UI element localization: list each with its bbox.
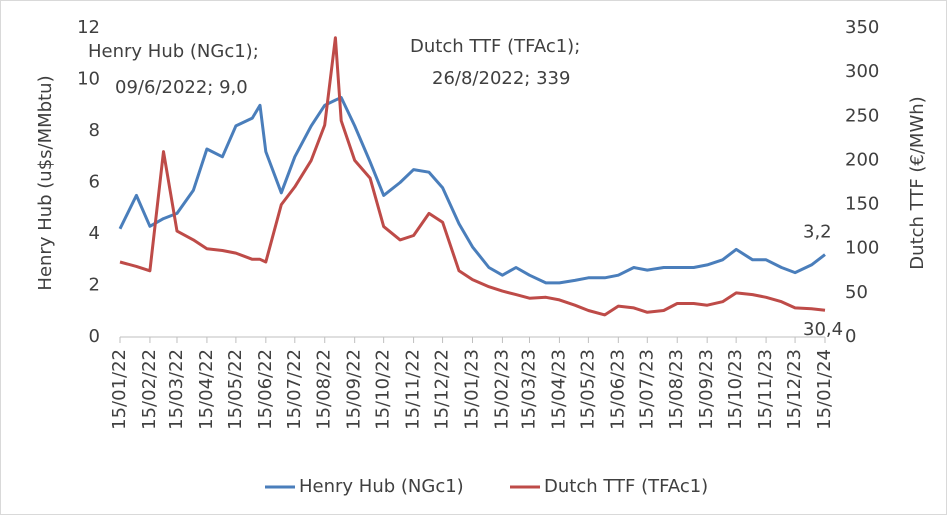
- annotation: Dutch TTF (TFAc1);: [410, 36, 580, 57]
- x-tick-label: 15/05/23: [577, 349, 598, 430]
- legend-label: Dutch TTF (TFAc1): [544, 476, 708, 497]
- x-tick-label: 15/09/23: [696, 349, 717, 430]
- annotation: 26/8/2022; 339: [432, 68, 570, 89]
- x-tick-label: 15/05/22: [225, 349, 246, 430]
- y2-axis-label: Dutch TTF (€/MWh): [907, 96, 928, 269]
- y-tick-label: 0: [89, 326, 100, 347]
- x-tick-label: 15/04/23: [548, 349, 569, 430]
- y-tick-label: 8: [89, 120, 100, 141]
- x-tick-label: 15/12/23: [784, 349, 805, 430]
- x-tick-label: 15/02/23: [491, 349, 512, 430]
- y2-tick-label: 50: [845, 282, 868, 303]
- x-tick-label: 15/03/23: [518, 349, 539, 430]
- x-tick-label: 15/07/23: [636, 349, 657, 430]
- y-tick-label: 6: [89, 172, 100, 193]
- y-tick-label: 10: [77, 69, 100, 90]
- x-tick-label: 15/09/22: [344, 349, 365, 430]
- x-tick-label: 15/11/22: [403, 349, 424, 430]
- x-tick-label: 15/03/22: [166, 349, 187, 430]
- x-tick-label: 15/08/22: [314, 349, 335, 430]
- data-label: 3,2: [803, 222, 832, 243]
- x-tick-label: 15/04/22: [196, 349, 217, 430]
- y2-tick-label: 250: [845, 105, 879, 126]
- y2-tick-label: 300: [845, 61, 879, 82]
- y2-tick-label: 150: [845, 194, 879, 215]
- series-line: [119, 36, 826, 317]
- y2-tick-label: 350: [845, 17, 879, 38]
- annotation: Henry Hub (NGc1);: [88, 41, 259, 62]
- x-tick-label: 15/01/22: [109, 349, 130, 430]
- data-label: 30,4: [803, 319, 843, 340]
- x-tick-label: 15/06/23: [607, 349, 628, 430]
- x-tick-label: 15/01/23: [462, 349, 483, 430]
- x-tick-label: 15/11/23: [755, 349, 776, 430]
- x-tick-label: 15/06/22: [255, 349, 276, 430]
- legend-label: Henry Hub (NGc1): [299, 476, 464, 497]
- x-tick-label: 15/10/23: [725, 349, 746, 430]
- x-tick-label: 15/12/22: [432, 349, 453, 430]
- y-tick-label: 12: [77, 17, 100, 38]
- y-tick-label: 2: [89, 275, 100, 296]
- y-tick-label: 4: [89, 223, 100, 244]
- x-tick-label: 15/01/24: [814, 349, 835, 430]
- x-tick-label: 15/08/23: [666, 349, 687, 430]
- series-line: [118, 96, 826, 285]
- annotation: 09/6/2022; 9,0: [115, 77, 248, 98]
- y2-tick-label: 0: [845, 326, 856, 347]
- x-tick-label: 15/02/22: [139, 349, 160, 430]
- x-tick-label: 15/10/22: [373, 349, 394, 430]
- y2-tick-label: 100: [845, 238, 879, 259]
- x-tick-label: 15/07/22: [284, 349, 305, 430]
- y2-tick-label: 200: [845, 149, 879, 170]
- y-axis-label: Henry Hub (u$s/MMbtu): [35, 75, 56, 290]
